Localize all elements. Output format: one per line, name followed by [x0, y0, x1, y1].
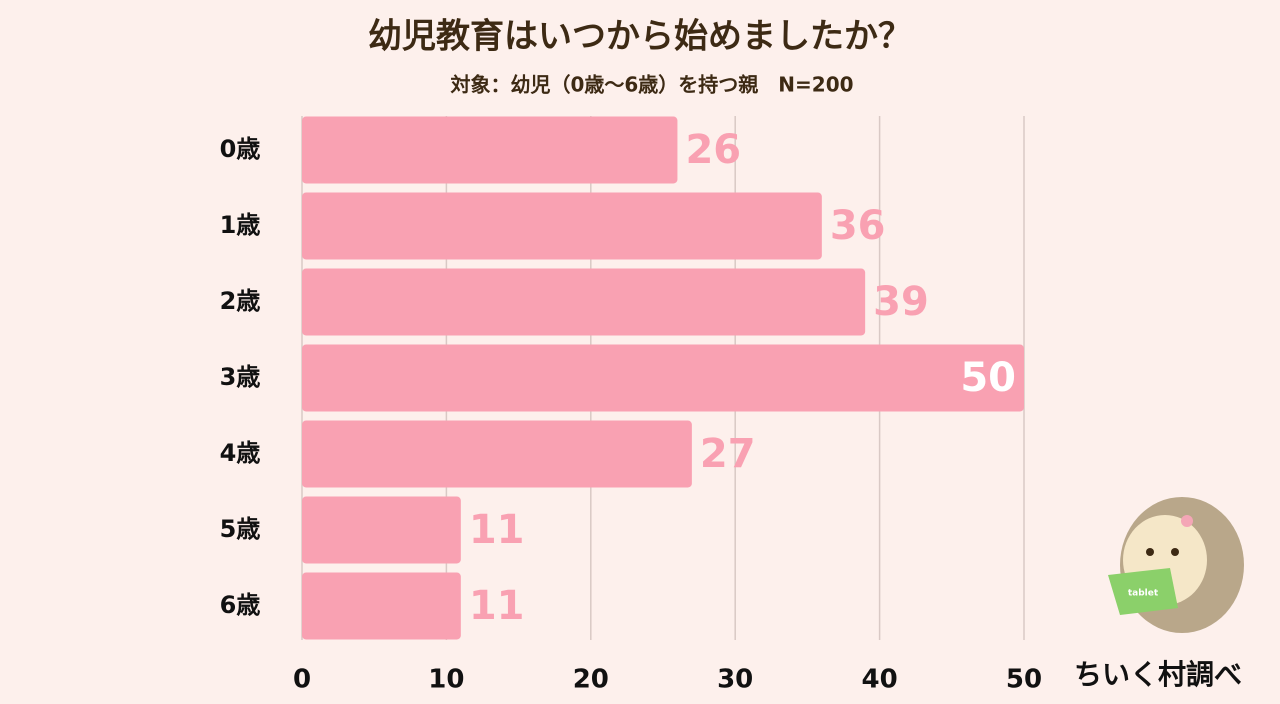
source: ちいく村調べ [1074, 658, 1242, 691]
bar [302, 116, 678, 184]
y-tick-label: 3歳 [220, 363, 261, 391]
value-label: 50 [960, 355, 1016, 401]
illustration-label: tablet [1128, 589, 1159, 599]
value-label: 27 [700, 431, 756, 477]
value-label: 11 [469, 583, 525, 629]
illustration: tablet [1108, 497, 1244, 633]
value-label: 36 [830, 203, 886, 249]
bar [302, 572, 461, 640]
bar [302, 496, 461, 564]
value-label: 26 [685, 127, 741, 173]
x-tick-label: 20 [573, 665, 609, 695]
x-tick-label: 30 [717, 665, 753, 695]
y-tick-label: 6歳 [220, 591, 261, 619]
y-tick-label: 1歳 [220, 211, 261, 239]
bar [302, 192, 822, 260]
value-label: 39 [873, 279, 929, 325]
y-tick-label: 0歳 [220, 135, 261, 163]
y-tick-label: 2歳 [220, 287, 261, 315]
chart-subtitle: 対象：幼児（0歳〜6歳）を持つ親 N=200 [449, 73, 853, 97]
bar [302, 344, 1024, 412]
bar [302, 268, 866, 336]
x-tick-label: 50 [1006, 665, 1042, 695]
x-tick-label: 40 [862, 665, 898, 695]
bar [302, 420, 692, 488]
y-tick-label: 5歳 [220, 515, 261, 543]
x-tick-label: 10 [428, 665, 464, 695]
x-tick-label: 0 [293, 665, 311, 695]
y-tick-label: 4歳 [220, 439, 261, 467]
chart-title: 幼児教育はいつから始めましたか？ [368, 17, 912, 57]
value-label: 11 [469, 507, 525, 553]
